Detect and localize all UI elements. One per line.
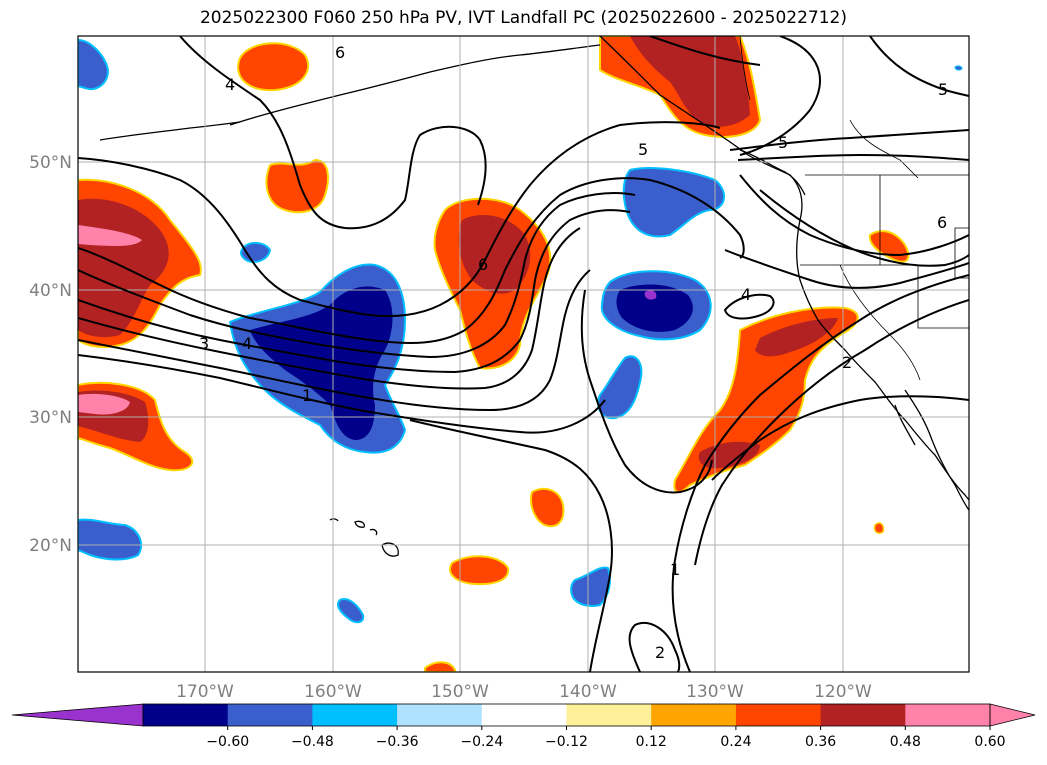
contour-label: 2 [655, 643, 665, 662]
colorbar-segment [905, 704, 991, 726]
colorbar-tick-label: −0.12 [545, 734, 588, 750]
longitude-labels: 170°W 160°W 150°W 140°W 130°W 120°W [176, 682, 872, 702]
lon-label: 140°W [559, 682, 617, 702]
colorbar-segment [481, 704, 567, 726]
colorbar-tick-label: −0.48 [291, 734, 334, 750]
colorbar-segment [651, 704, 737, 726]
contour-label: 6 [335, 43, 345, 62]
colorbar-tick-label: −0.60 [206, 734, 249, 750]
lon-label: 130°W [686, 682, 744, 702]
colorbar-segment [820, 704, 906, 726]
map-content: 1 2 3 4 4 5 5 5 6 6 6 1 2 4 [78, 36, 969, 672]
colorbar-tick-label: 0.24 [720, 734, 751, 750]
colorbar-segment [227, 704, 313, 726]
colorbar-segment [735, 704, 822, 726]
colorbar-tick-label: 0.60 [974, 734, 1005, 750]
colorbar-segment [397, 704, 483, 726]
colorbar-segment [566, 704, 652, 726]
lon-label: 170°W [176, 682, 234, 702]
colorbar-segment [312, 704, 398, 726]
lon-label: 160°W [304, 682, 362, 702]
colorbar-tick-label: 0.12 [636, 734, 667, 750]
map-title: 2025022300 F060 250 hPa PV, IVT Landfall… [199, 8, 847, 28]
hawaiian-islands [329, 518, 399, 557]
contour-label: 4 [242, 334, 252, 353]
colorbar-segment [143, 704, 229, 726]
colorbar: −0.60 −0.48 −0.36 −0.24 −0.12 0.12 0.24 0.36 0.4… [11, 703, 1036, 750]
colorbar-tick-label: 0.48 [890, 734, 921, 750]
coastlines [99, 36, 969, 511]
latitude-labels: 50°N 40°N 30°N 20°N [29, 153, 72, 556]
contour-label: 5 [938, 80, 948, 99]
colorbar-tick-label: 0.36 [805, 734, 836, 750]
map-background [78, 36, 969, 672]
pv-contours [78, 36, 969, 672]
lat-label: 20°N [29, 536, 72, 556]
contour-label: 6 [478, 255, 488, 274]
lat-label: 50°N [29, 153, 72, 173]
graticule [78, 36, 969, 672]
contour-label: 6 [937, 213, 947, 232]
lat-label: 30°N [29, 408, 72, 428]
contour-label: 1 [670, 560, 680, 579]
contour-label: 5 [778, 133, 788, 152]
contour-label: 2 [842, 353, 852, 372]
lat-label: 40°N [29, 281, 72, 301]
colorbar-tick-label: −0.24 [460, 734, 503, 750]
map-frame [77, 35, 970, 673]
contour-labels: 1 2 3 4 4 5 5 5 6 6 6 1 2 4 [199, 43, 948, 662]
lon-label: 150°W [431, 682, 489, 702]
colorbar-extend-max [989, 703, 1036, 727]
contour-label: 3 [199, 334, 209, 353]
colorbar-extend-min [11, 703, 144, 727]
contour-label: 5 [638, 140, 648, 159]
lon-label: 120°W [814, 682, 872, 702]
contour-label: 4 [225, 75, 235, 94]
colorbar-tick-label: −0.36 [376, 734, 419, 750]
contour-label: 4 [741, 285, 751, 304]
contour-label: 1 [302, 386, 312, 405]
